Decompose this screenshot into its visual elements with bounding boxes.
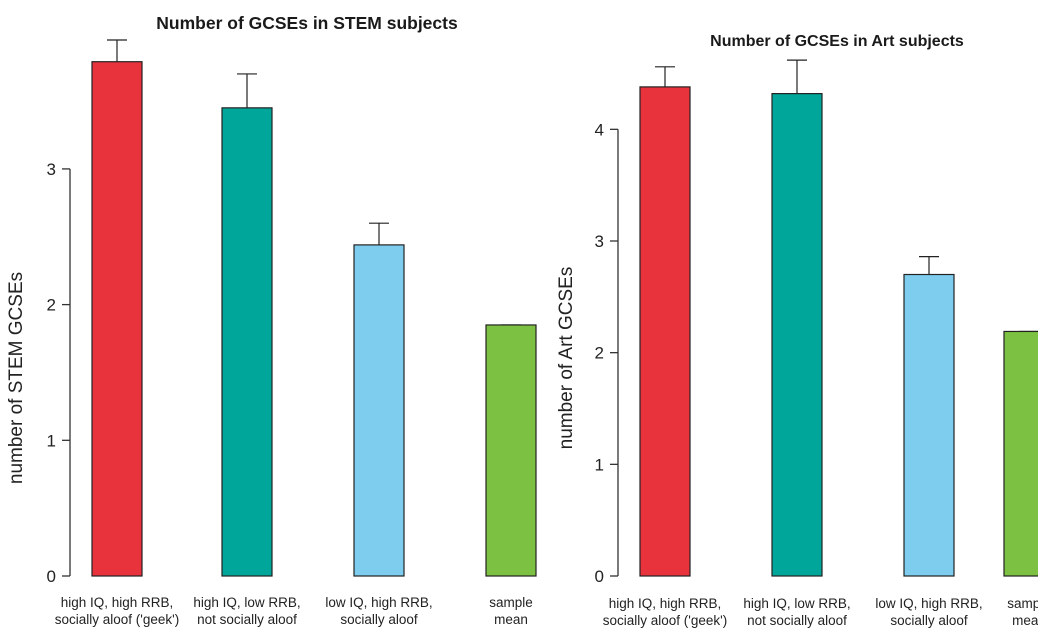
x-category-label: sample mean (1007, 596, 1038, 628)
x-category-label-line: sample (489, 595, 533, 610)
x-category-label: sample mean (489, 595, 533, 627)
x-category-label: high IQ, low RRB, not socially aloof (743, 596, 850, 628)
x-category-label-line: low IQ, high RRB, (875, 596, 982, 611)
x-category-label-line: mean (1012, 613, 1038, 628)
x-category-label-line: sample (1007, 596, 1038, 611)
y-tick-label: 3 (595, 232, 604, 251)
y-axis-label: number of Art GCSEs (556, 267, 577, 450)
x-category-label-line: high IQ, low RRB, (743, 596, 850, 611)
y-axis-label: number of STEM GCSEs (6, 272, 27, 484)
x-category-label-line: not socially aloof (747, 613, 847, 628)
chart-panel-2: Number of GCSEs in Art subjects number of… (556, 33, 1038, 628)
y-tick-label: 2 (595, 344, 604, 363)
bar (91, 61, 143, 577)
x-category-label: high IQ, high RRB, socially aloof ('geek'… (55, 595, 179, 627)
chart-panel-1: Number of GCSEs in STEM subjects number o… (6, 13, 537, 627)
bar (771, 92, 823, 577)
chart-title: Number of GCSEs in STEM subjects (156, 13, 458, 33)
x-category-label-line: low IQ, high RRB, (325, 595, 432, 610)
bar (903, 273, 955, 577)
bar (221, 107, 273, 577)
x-category-label: high IQ, low RRB, not socially aloof (193, 595, 300, 627)
bar (639, 86, 691, 577)
x-category-label-line: socially aloof (340, 612, 418, 627)
bar (353, 244, 405, 577)
x-category-label-line: mean (494, 612, 528, 627)
x-category-label-line: socially aloof ('geek') (55, 612, 179, 627)
x-category-label-line: socially aloof ('geek') (603, 613, 727, 628)
y-tick-label: 0 (47, 567, 56, 586)
y-tick-label: 1 (595, 455, 604, 474)
y-tick-label: 2 (47, 296, 56, 315)
y-tick-label: 3 (47, 160, 56, 179)
y-tick-label: 1 (47, 431, 56, 450)
x-category-label-line: not socially aloof (197, 612, 297, 627)
x-category-label: low IQ, high RRB, socially aloof (875, 596, 982, 628)
x-category-label-line: high IQ, high RRB, (61, 595, 174, 610)
x-category-label-line: high IQ, high RRB, (609, 596, 722, 611)
bar (485, 324, 537, 577)
x-category-label-line: high IQ, low RRB, (193, 595, 300, 610)
x-category-label: low IQ, high RRB, socially aloof (325, 595, 432, 627)
bar (1003, 330, 1038, 577)
y-tick-label: 0 (595, 567, 604, 586)
chart-title: Number of GCSEs in Art subjects (710, 33, 964, 50)
x-category-label-line: socially aloof (890, 613, 968, 628)
x-category-label: high IQ, high RRB, socially aloof ('geek'… (603, 596, 727, 628)
y-tick-label: 4 (595, 120, 604, 139)
